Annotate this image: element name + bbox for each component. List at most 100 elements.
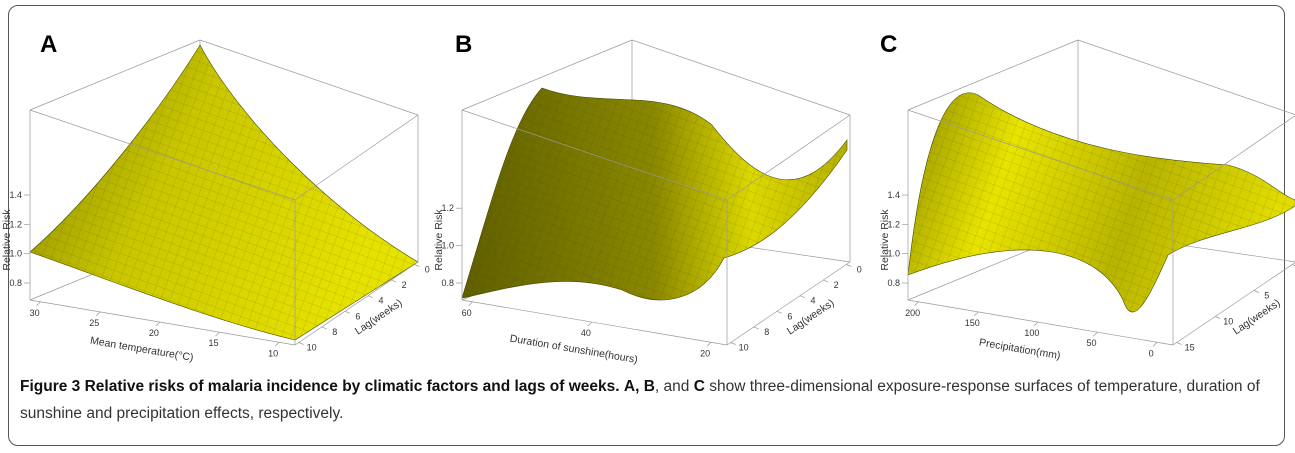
panel-refs: A, B bbox=[623, 378, 655, 395]
tick-mark bbox=[776, 310, 783, 314]
x-tick-label: 20 bbox=[149, 328, 159, 338]
figure-frame bbox=[8, 5, 1285, 446]
box-edge bbox=[907, 39, 1079, 111]
box-edge bbox=[1172, 262, 1295, 346]
tick-mark bbox=[823, 279, 829, 283]
caption-body: show three-dimensional exposure-response… bbox=[20, 378, 1260, 422]
box-edge bbox=[199, 39, 419, 116]
z-axis-label: Relative Risk bbox=[879, 209, 891, 271]
figure-label: Figure 3 bbox=[20, 378, 81, 395]
caption-title: Relative risks of malaria incidence by c… bbox=[84, 378, 620, 395]
z-tick-label: 1.0 bbox=[441, 241, 454, 251]
lag-tick-label: 0 bbox=[425, 264, 430, 274]
box-edge bbox=[907, 299, 1174, 346]
box-edge bbox=[29, 299, 296, 346]
tick-mark bbox=[1033, 321, 1039, 327]
box-edge bbox=[726, 114, 851, 201]
lag-tick-label: 10 bbox=[1223, 317, 1233, 327]
lag-tick-label: 2 bbox=[402, 280, 407, 290]
lag-tick-label: 10 bbox=[739, 343, 749, 353]
lag-tick-label: 2 bbox=[834, 280, 839, 290]
caption: Figure 3 Relative risks of malaria incid… bbox=[20, 373, 1275, 427]
lag-tick-label: 6 bbox=[787, 311, 792, 321]
z-tick-label: 1.4 bbox=[887, 190, 900, 200]
tick-mark bbox=[730, 342, 736, 345]
x-tick-label: 60 bbox=[462, 308, 472, 318]
x-tick-label: 150 bbox=[965, 318, 980, 328]
x-tick-label: 30 bbox=[30, 308, 40, 318]
x-tick-label: 200 bbox=[905, 308, 920, 318]
tick-mark bbox=[846, 264, 852, 267]
lag-tick-label: 5 bbox=[1264, 290, 1269, 300]
z-tick-label: 0.8 bbox=[441, 278, 454, 288]
x-tick-label: 10 bbox=[268, 348, 278, 358]
z-tick-label: 1.2 bbox=[9, 219, 22, 229]
lag-tick-label: 15 bbox=[1185, 343, 1195, 353]
z-tick-label: 0.8 bbox=[887, 278, 900, 288]
lag-tick-label: 4 bbox=[379, 296, 384, 306]
z-tick-label: 1.2 bbox=[887, 219, 900, 229]
x-tick-label: 25 bbox=[89, 318, 99, 328]
tick-mark bbox=[298, 342, 304, 345]
tick-mark bbox=[706, 342, 712, 347]
caption-joiner: , and bbox=[654, 378, 690, 395]
lag-tick-label: 8 bbox=[332, 327, 337, 337]
z-axis-label: Relative Risk bbox=[433, 209, 445, 271]
tick-mark bbox=[973, 311, 979, 317]
box-edge bbox=[29, 39, 201, 111]
lag-tick-label: 10 bbox=[307, 343, 317, 353]
x-tick-label: 50 bbox=[1086, 338, 1096, 348]
tick-mark bbox=[367, 295, 374, 299]
surface-mesh bbox=[462, 88, 847, 300]
box-edge bbox=[461, 109, 728, 201]
lag-tick-label: 8 bbox=[764, 327, 769, 337]
z-tick-label: 1.2 bbox=[441, 203, 454, 213]
panel-label: A bbox=[40, 31, 57, 58]
box-edge bbox=[1172, 115, 1295, 201]
surface-mesh bbox=[30, 45, 418, 340]
x-tick-label: 40 bbox=[581, 328, 591, 338]
x-axis-label: Precipitation(mm) bbox=[978, 337, 1061, 363]
z-tick-label: 1.0 bbox=[9, 249, 22, 259]
tick-mark bbox=[1093, 331, 1098, 337]
tick-mark bbox=[95, 311, 101, 317]
tick-mark bbox=[414, 264, 420, 267]
z-tick-label: 0.8 bbox=[9, 278, 22, 288]
box-edge bbox=[907, 109, 1174, 201]
panel-label: C bbox=[880, 31, 897, 58]
lag-tick-label: 4 bbox=[811, 296, 816, 306]
x-tick-label: 20 bbox=[700, 348, 710, 358]
panel-refs: C bbox=[693, 378, 705, 395]
tick-mark bbox=[274, 342, 280, 347]
x-tick-label: 15 bbox=[208, 338, 218, 348]
tick-mark bbox=[1152, 342, 1158, 347]
lag-tick-label: 6 bbox=[355, 311, 360, 321]
surface-mesh bbox=[908, 92, 1295, 313]
tick-mark bbox=[36, 301, 41, 307]
x-tick-label: 0 bbox=[1149, 348, 1154, 358]
z-tick-label: 1.0 bbox=[887, 249, 900, 259]
tick-mark bbox=[321, 326, 327, 330]
x-axis-label: Duration of sunshine(hours) bbox=[509, 333, 639, 366]
box-edge bbox=[29, 109, 296, 201]
tick-mark bbox=[799, 295, 806, 299]
box-edge bbox=[461, 299, 728, 346]
box-edge bbox=[294, 114, 419, 201]
panel: C 0.8 1.0 1.2 1.4 Relative Risk 200 150 100 50 0 Pr… bbox=[879, 31, 1295, 362]
x-tick-label: 100 bbox=[1024, 328, 1039, 338]
tick-mark bbox=[391, 279, 397, 283]
tick-mark bbox=[1215, 316, 1221, 319]
tick-mark bbox=[753, 326, 759, 330]
z-axis-label: Relative Risk bbox=[1, 209, 13, 271]
box-edge bbox=[631, 39, 851, 116]
x-axis-label: Mean temperature(°C) bbox=[89, 335, 194, 364]
lag-tick-label: 0 bbox=[857, 264, 862, 274]
box-edge bbox=[294, 261, 419, 346]
panel-label: B bbox=[455, 31, 472, 58]
tick-mark bbox=[587, 321, 593, 327]
tick-mark bbox=[344, 310, 351, 314]
